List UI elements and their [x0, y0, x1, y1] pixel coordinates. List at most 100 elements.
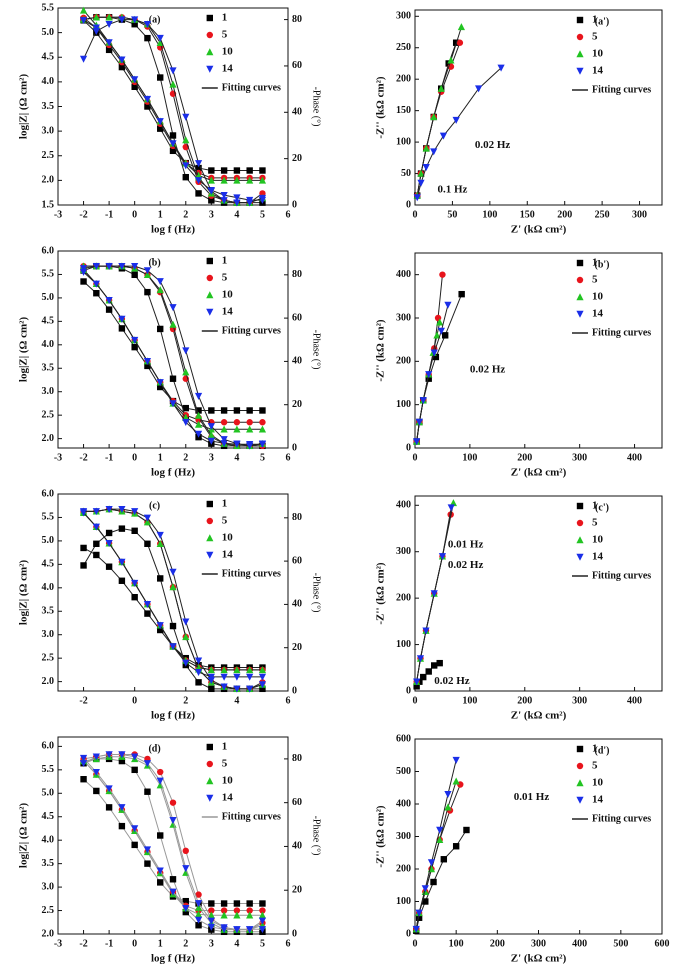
legend-label: 10 — [222, 46, 234, 58]
x-tick-label: 2 — [183, 695, 188, 706]
x-tick-label: 0 — [413, 695, 418, 706]
x-tick-label: 300 — [632, 209, 647, 220]
marker — [194, 411, 203, 419]
marker — [430, 113, 438, 121]
y-axis-title: log|Z| (Ω cm²) — [18, 317, 30, 383]
fit-curve — [83, 265, 263, 447]
marker — [441, 332, 449, 339]
marker — [182, 162, 190, 170]
legend-marker — [576, 67, 584, 75]
y2-tick-label: 60 — [292, 555, 302, 566]
legend-label: 10 — [222, 289, 234, 301]
marker — [430, 590, 438, 598]
marker — [437, 84, 445, 92]
x-tick-label: 50 — [447, 209, 457, 220]
marker — [118, 577, 126, 584]
marker — [430, 349, 438, 357]
marker — [413, 678, 421, 686]
legend-label: 1 — [222, 255, 228, 267]
marker — [93, 290, 100, 297]
y-tick-label: 100 — [396, 639, 411, 650]
marker — [420, 673, 427, 681]
x-tick-label: 0 — [413, 452, 418, 463]
marker — [258, 440, 267, 448]
y-tick-label: 5.0 — [42, 535, 55, 546]
y-tick-label: 2.5 — [42, 652, 55, 663]
legend-label: Fitting curves — [222, 811, 281, 822]
marker — [156, 38, 164, 46]
x-tick-label: 100 — [462, 695, 477, 706]
marker — [246, 685, 254, 693]
marker — [444, 791, 452, 799]
marker — [220, 407, 228, 414]
x-tick-label: 200 — [557, 209, 572, 220]
legend-marker — [206, 517, 213, 525]
x-tick-label: 500 — [613, 938, 628, 949]
y-tick-label: 4.5 — [42, 559, 55, 570]
legend-label: 14 — [592, 551, 604, 563]
marker — [208, 900, 215, 907]
y-tick-label: 2.0 — [42, 175, 55, 186]
x-tick-label: 5 — [260, 938, 265, 949]
marker — [105, 262, 113, 270]
legend-label: 14 — [222, 306, 234, 318]
marker — [143, 21, 152, 29]
legend-label: 14 — [592, 794, 604, 806]
marker — [105, 39, 113, 47]
marker — [118, 757, 126, 765]
y-tick-label: 5.0 — [42, 27, 55, 38]
legend-marker — [206, 500, 213, 508]
marker — [182, 897, 189, 905]
marker — [233, 666, 241, 674]
marker — [246, 167, 253, 174]
marker — [157, 879, 164, 886]
marker — [439, 271, 446, 278]
marker — [131, 527, 138, 535]
legend-marker — [576, 310, 584, 318]
legend-label: Fitting curves — [222, 568, 281, 579]
marker — [169, 583, 177, 591]
marker — [246, 900, 253, 907]
x-tick-label: 300 — [572, 452, 587, 463]
y-tick-label: 100 — [396, 399, 411, 410]
marker — [258, 666, 267, 674]
legend-label: 1 — [592, 257, 598, 269]
marker — [169, 888, 177, 896]
x-tick-label: 400 — [572, 938, 587, 949]
y-tick-label: 6.0 — [42, 245, 55, 256]
x-tick-label: 4 — [234, 452, 239, 463]
marker — [79, 754, 88, 762]
legend-label: Fitting curves — [222, 82, 281, 93]
marker — [157, 325, 164, 333]
y-tick-label: 5.5 — [42, 2, 55, 13]
marker — [258, 176, 267, 184]
marker — [195, 891, 202, 898]
y2-tick-label: 60 — [292, 312, 302, 323]
marker — [169, 643, 177, 651]
x-axis-title: log f (Hz) — [151, 710, 195, 722]
marker — [157, 626, 164, 634]
y2-tick-label: 80 — [292, 753, 302, 764]
marker — [105, 751, 113, 759]
y-tick-label: 50 — [401, 168, 411, 179]
marker — [422, 627, 430, 635]
marker — [233, 900, 241, 907]
marker — [182, 865, 190, 873]
x-tick-label: 5 — [260, 452, 265, 463]
panel-label: (b') — [595, 259, 610, 270]
annotation: 0.02 Hz — [448, 559, 484, 571]
annotation: 0.1 Hz — [437, 183, 467, 195]
x-axis-title: log f (Hz) — [151, 467, 195, 479]
marker — [233, 194, 241, 202]
y2-tick-label: 0 — [292, 199, 297, 210]
annotation: 0.02 Hz — [470, 364, 506, 376]
legend-marker — [206, 65, 214, 73]
marker — [169, 816, 177, 824]
y-tick-label: 6.0 — [42, 488, 55, 499]
y-tick-label: 3.5 — [42, 101, 55, 112]
marker — [416, 655, 425, 663]
marker — [436, 659, 443, 667]
marker — [169, 140, 177, 148]
marker — [220, 900, 228, 907]
marker — [169, 799, 177, 806]
